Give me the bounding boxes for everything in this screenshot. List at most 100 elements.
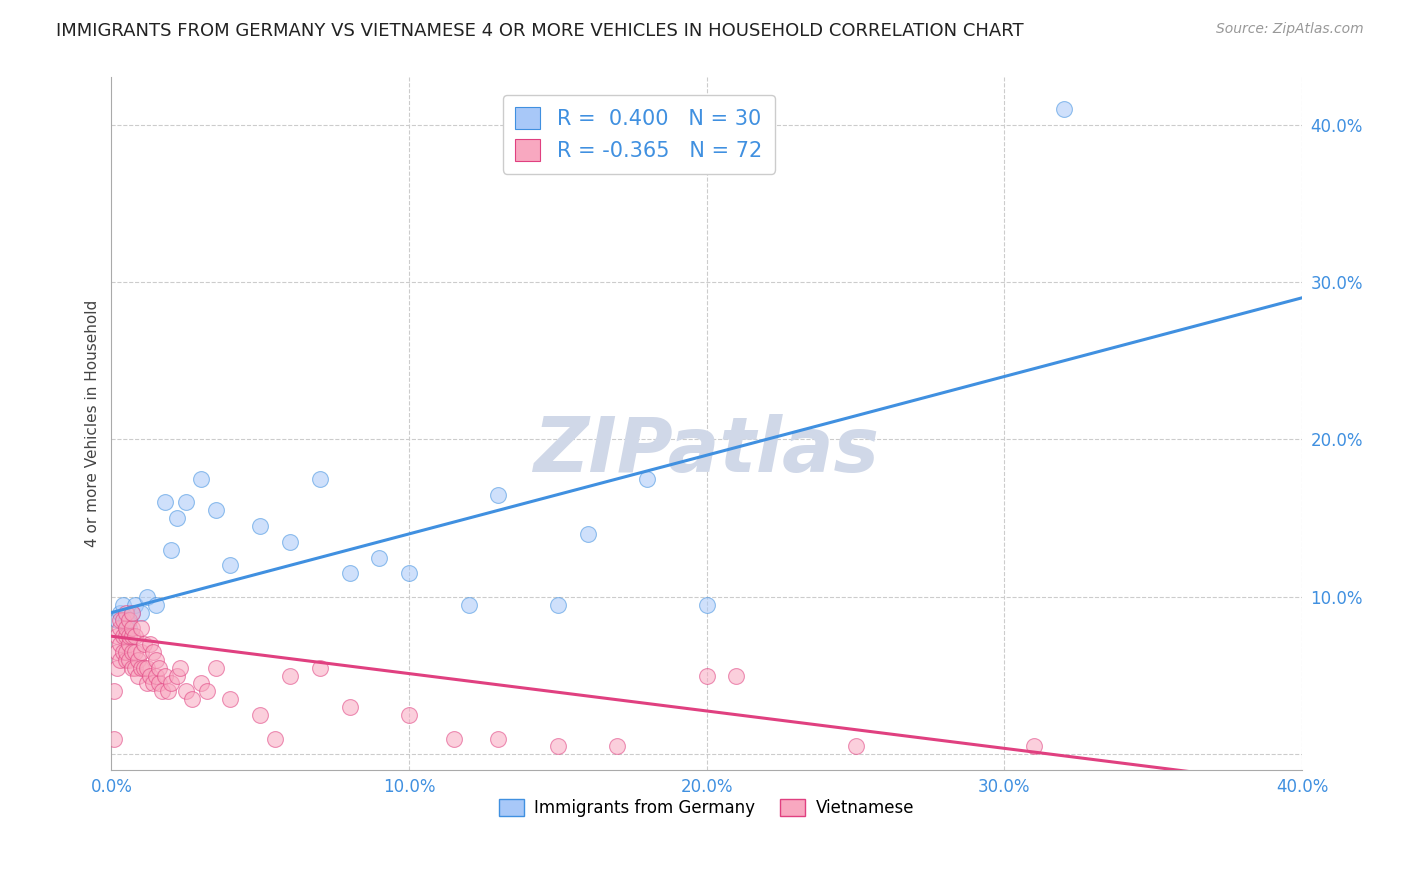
Point (148, 676, 170, 690)
Point (124, 645, 146, 659)
Point (398, 707, 420, 722)
Point (166, 668, 188, 682)
Point (124, 629, 146, 643)
Point (204, 661, 226, 675)
Point (174, 684, 197, 698)
Point (118, 629, 141, 643)
Point (105, 645, 128, 659)
Point (145, 668, 167, 682)
Point (169, 661, 191, 675)
Point (308, 661, 330, 675)
Point (339, 700, 361, 714)
Point (486, 731, 509, 746)
Point (136, 676, 159, 690)
Point (145, 598, 167, 612)
Point (115, 621, 138, 635)
Point (166, 511, 188, 525)
Point (278, 668, 301, 682)
Point (118, 637, 141, 651)
Point (139, 637, 162, 651)
Point (145, 653, 167, 667)
Point (368, 550, 391, 565)
Point (118, 621, 141, 635)
Point (121, 645, 143, 659)
Point (174, 495, 197, 509)
Point (127, 668, 149, 682)
Point (105, 629, 128, 643)
Y-axis label: 4 or more Vehicles in Household: 4 or more Vehicles in Household (86, 300, 100, 548)
Point (1053, 102, 1076, 116)
Point (115, 614, 138, 628)
Point (219, 692, 242, 706)
Point (121, 606, 143, 620)
Point (190, 472, 212, 486)
Point (142, 676, 165, 690)
Point (129, 606, 152, 620)
Point (249, 519, 271, 533)
Point (136, 590, 159, 604)
Point (134, 661, 156, 675)
Text: ZIPatlas: ZIPatlas (534, 415, 880, 489)
Point (606, 739, 628, 754)
Point (112, 598, 135, 612)
Point (547, 598, 569, 612)
Point (127, 653, 149, 667)
Point (110, 653, 132, 667)
Point (121, 621, 143, 635)
Point (156, 684, 179, 698)
Point (115, 645, 138, 659)
Point (103, 731, 125, 746)
Point (264, 731, 287, 746)
Point (118, 653, 141, 667)
Point (134, 637, 156, 651)
Point (121, 606, 143, 620)
Point (112, 629, 135, 643)
Point (124, 661, 146, 675)
Point (112, 614, 135, 628)
Point (845, 739, 868, 754)
Point (443, 731, 465, 746)
Point (190, 676, 212, 690)
Point (121, 661, 143, 675)
Point (121, 629, 143, 643)
Point (153, 495, 176, 509)
Point (249, 707, 271, 722)
Point (118, 614, 141, 628)
Point (547, 739, 569, 754)
Point (129, 645, 152, 659)
Point (576, 527, 599, 541)
Point (110, 621, 132, 635)
Point (115, 653, 138, 667)
Point (136, 661, 159, 675)
Point (112, 645, 135, 659)
Point (696, 598, 718, 612)
Point (115, 629, 138, 643)
Point (398, 566, 420, 581)
Point (139, 668, 162, 682)
Point (148, 661, 170, 675)
Point (129, 661, 152, 675)
Point (115, 606, 138, 620)
Point (308, 472, 330, 486)
Point (725, 668, 748, 682)
Point (105, 614, 128, 628)
Text: Source: ZipAtlas.com: Source: ZipAtlas.com (1216, 22, 1364, 37)
Point (180, 692, 202, 706)
Point (204, 503, 226, 517)
Point (110, 614, 132, 628)
Point (110, 606, 132, 620)
Point (105, 661, 128, 675)
Point (195, 684, 218, 698)
Point (160, 542, 183, 557)
Text: IMMIGRANTS FROM GERMANY VS VIETNAMESE 4 OR MORE VEHICLES IN HOUSEHOLD CORRELATIO: IMMIGRANTS FROM GERMANY VS VIETNAMESE 4 … (56, 22, 1024, 40)
Point (150, 684, 173, 698)
Point (160, 676, 183, 690)
Point (636, 472, 658, 486)
Point (486, 487, 509, 501)
Point (142, 645, 165, 659)
Point (1024, 739, 1046, 754)
Point (129, 621, 152, 635)
Legend: Immigrants from Germany, Vietnamese: Immigrants from Germany, Vietnamese (494, 792, 921, 824)
Point (339, 566, 361, 581)
Point (278, 534, 301, 549)
